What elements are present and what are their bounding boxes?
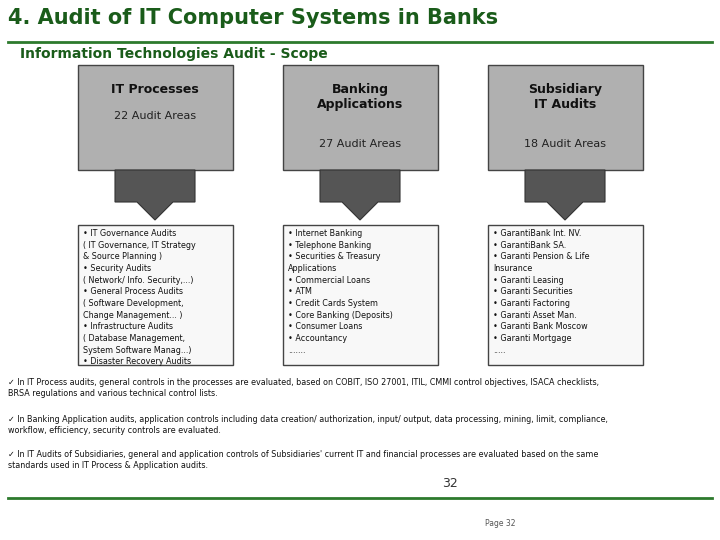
Text: Information Technologies Audit - Scope: Information Technologies Audit - Scope (20, 47, 328, 61)
Text: ✓ In Banking Application audits, application controls including data creation/ a: ✓ In Banking Application audits, applica… (8, 415, 608, 435)
Text: Subsidiary
IT Audits: Subsidiary IT Audits (528, 83, 602, 111)
Text: Page 32: Page 32 (485, 519, 516, 528)
Text: • Internet Banking
• Telephone Banking
• Securities & Treasury
Applications
• Co: • Internet Banking • Telephone Banking •… (288, 229, 393, 355)
Text: IT Processes: IT Processes (111, 83, 199, 96)
Bar (78, 65, 233, 170)
Bar (488, 225, 643, 365)
Text: Banking
Applications: Banking Applications (317, 83, 403, 111)
Text: ✓ In IT Process audits, general controls in the processes are evaluated, based o: ✓ In IT Process audits, general controls… (8, 378, 599, 399)
Text: 22 Audit Areas: 22 Audit Areas (114, 111, 196, 121)
Text: • GarantiBank Int. NV.
• GarantiBank SA.
• Garanti Pension & Life
Insurance
• Ga: • GarantiBank Int. NV. • GarantiBank SA.… (493, 229, 590, 355)
Text: 4. Audit of IT Computer Systems in Banks: 4. Audit of IT Computer Systems in Banks (8, 8, 498, 28)
Text: 32: 32 (442, 477, 458, 490)
Bar (283, 225, 438, 365)
Polygon shape (115, 170, 195, 220)
Bar (488, 65, 643, 170)
Text: 27 Audit Areas: 27 Audit Areas (319, 139, 401, 149)
Bar (78, 225, 233, 365)
Text: • IT Governance Audits
( IT Governance, IT Strategy
& Source Planning )
• Securi: • IT Governance Audits ( IT Governance, … (83, 229, 196, 366)
Text: 18 Audit Areas: 18 Audit Areas (524, 139, 606, 149)
Polygon shape (525, 170, 605, 220)
Text: ✓ In IT Audits of Subsidiaries, general and application controls of Subsidiaries: ✓ In IT Audits of Subsidiaries, general … (8, 450, 598, 470)
Bar (283, 65, 438, 170)
Polygon shape (320, 170, 400, 220)
